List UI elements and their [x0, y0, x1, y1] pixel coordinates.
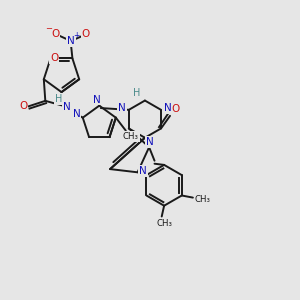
Text: N: N: [164, 103, 172, 113]
Text: O: O: [171, 103, 179, 114]
Text: CH₃: CH₃: [123, 132, 139, 141]
Text: N: N: [63, 102, 71, 112]
Text: O: O: [19, 101, 28, 111]
Text: N: N: [67, 36, 75, 46]
Text: +: +: [73, 31, 80, 40]
Text: H: H: [133, 88, 140, 98]
Text: H: H: [55, 94, 62, 104]
Text: CH₃: CH₃: [195, 195, 211, 204]
Text: N: N: [146, 137, 154, 147]
Text: N: N: [93, 94, 101, 105]
Text: N: N: [73, 109, 81, 119]
Text: O: O: [82, 29, 90, 40]
Text: O: O: [50, 53, 58, 64]
Text: O: O: [51, 29, 59, 40]
Text: CH₃: CH₃: [157, 219, 173, 228]
Text: −: −: [45, 25, 52, 34]
Text: N: N: [139, 166, 147, 176]
Text: N: N: [118, 103, 126, 113]
